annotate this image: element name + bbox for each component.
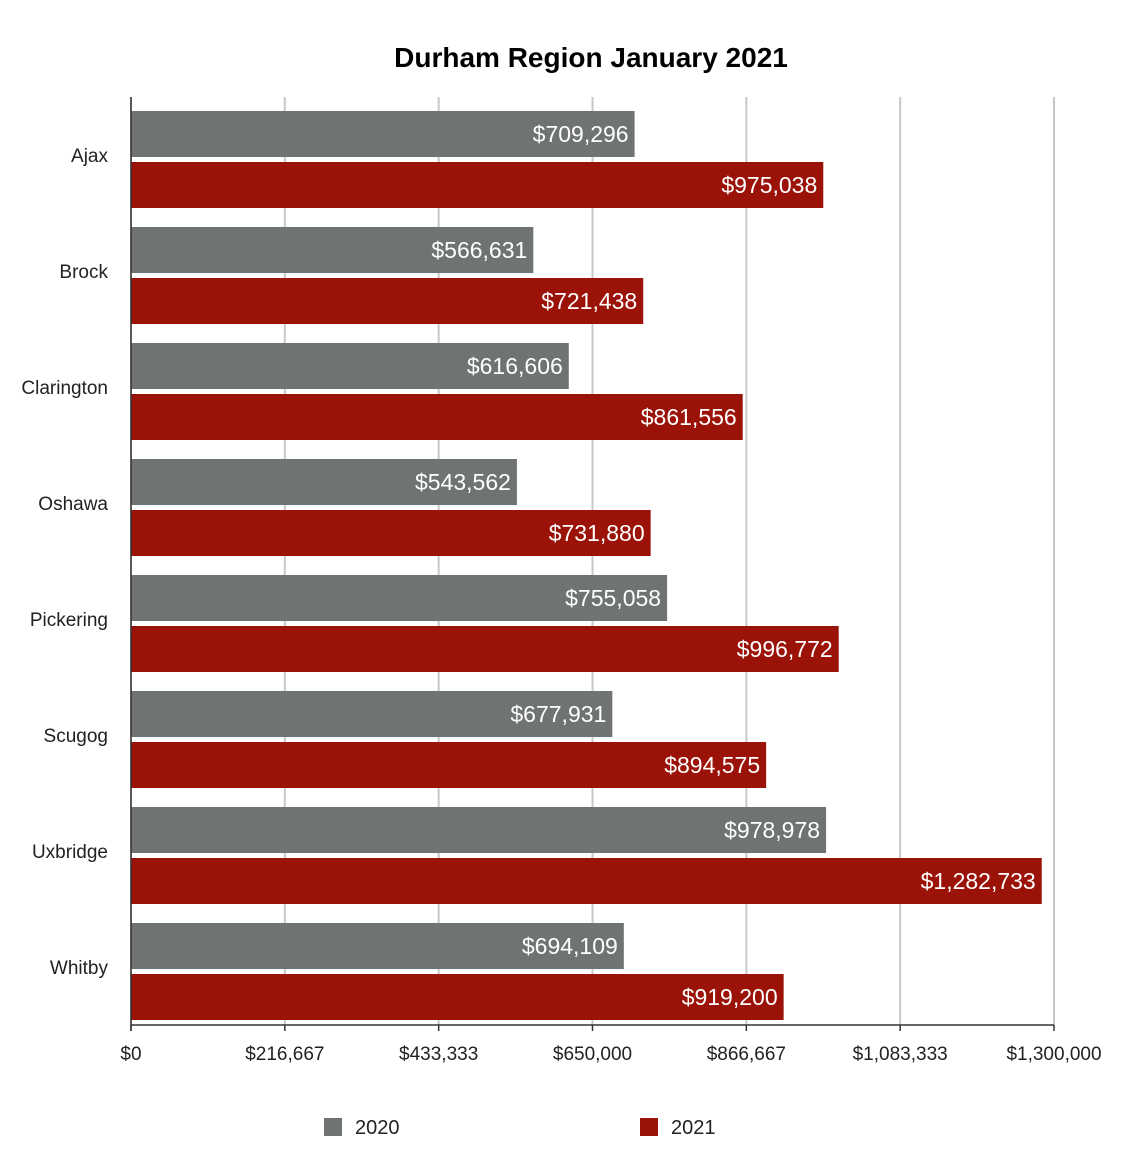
x-tick-label: $650,000 — [553, 1044, 632, 1065]
bar-2021-pickering — [131, 626, 839, 672]
legend-label-2021: 2021 — [671, 1117, 716, 1139]
data-label: $616,606 — [467, 353, 563, 379]
bar-2021-oshawa — [131, 510, 651, 556]
category-label: Ajax — [71, 146, 108, 167]
category-label: Brock — [59, 262, 108, 283]
category-label: Uxbridge — [32, 842, 108, 863]
data-label: $996,772 — [737, 636, 833, 662]
data-label: $755,058 — [565, 585, 661, 611]
bar-2021-ajax — [131, 162, 824, 208]
category-label: Scugog — [44, 726, 108, 747]
bar-2020-ajax — [131, 111, 635, 157]
legend-swatch-2021 — [640, 1118, 658, 1136]
legend-label-2020: 2020 — [355, 1117, 400, 1139]
bar-2021-scugog — [131, 742, 767, 788]
category-label: Pickering — [30, 610, 108, 631]
chart-title: Durham Region January 2021 — [394, 42, 788, 73]
category-label: Whitby — [50, 958, 109, 979]
x-tick-label: $0 — [120, 1044, 141, 1065]
x-tick-label: $433,333 — [399, 1044, 478, 1065]
x-tick-label: $1,083,333 — [853, 1044, 948, 1065]
bar-2020-uxbridge — [131, 807, 827, 853]
axes: Ajax Brock Clarington Oshawa Pickering Scugog… — [21, 97, 1102, 1065]
legend-swatch-2020 — [324, 1118, 342, 1136]
bar-2020-brock — [131, 227, 534, 273]
data-label: $694,109 — [522, 933, 618, 959]
legend: 2020 2021 — [324, 1117, 716, 1139]
data-label: $1,282,733 — [921, 868, 1036, 894]
bar-2020-oshawa — [131, 459, 517, 505]
bar-2020-whitby — [131, 923, 624, 969]
bar-2020-pickering — [131, 575, 668, 621]
data-label: $894,575 — [664, 752, 760, 778]
bar-2020-scugog — [131, 691, 613, 737]
data-label: $919,200 — [682, 984, 778, 1010]
data-label: $566,631 — [431, 237, 527, 263]
x-tick-label: $866,667 — [707, 1044, 786, 1065]
bar-2021-whitby — [131, 974, 784, 1020]
data-label: $543,562 — [415, 469, 511, 495]
bar-2020-clarington — [131, 343, 569, 389]
bar-2021-clarington — [131, 394, 743, 440]
category-label: Clarington — [21, 378, 108, 399]
data-label: $861,556 — [641, 404, 737, 430]
bar-2021-uxbridge — [131, 858, 1042, 904]
bars: $709,296 $975,038 $566,631 $721,438 $616,606… — [131, 111, 1042, 1020]
data-label: $721,438 — [541, 288, 637, 314]
data-label: $975,038 — [721, 172, 817, 198]
data-label: $731,880 — [549, 520, 645, 546]
bar-2021-brock — [131, 278, 644, 324]
data-label: $677,931 — [510, 701, 606, 727]
data-label: $709,296 — [533, 121, 629, 147]
data-label: $978,978 — [724, 817, 820, 843]
x-tick-label: $216,667 — [245, 1044, 324, 1065]
category-label: Oshawa — [38, 494, 108, 515]
x-tick-label: $1,300,000 — [1006, 1044, 1101, 1065]
